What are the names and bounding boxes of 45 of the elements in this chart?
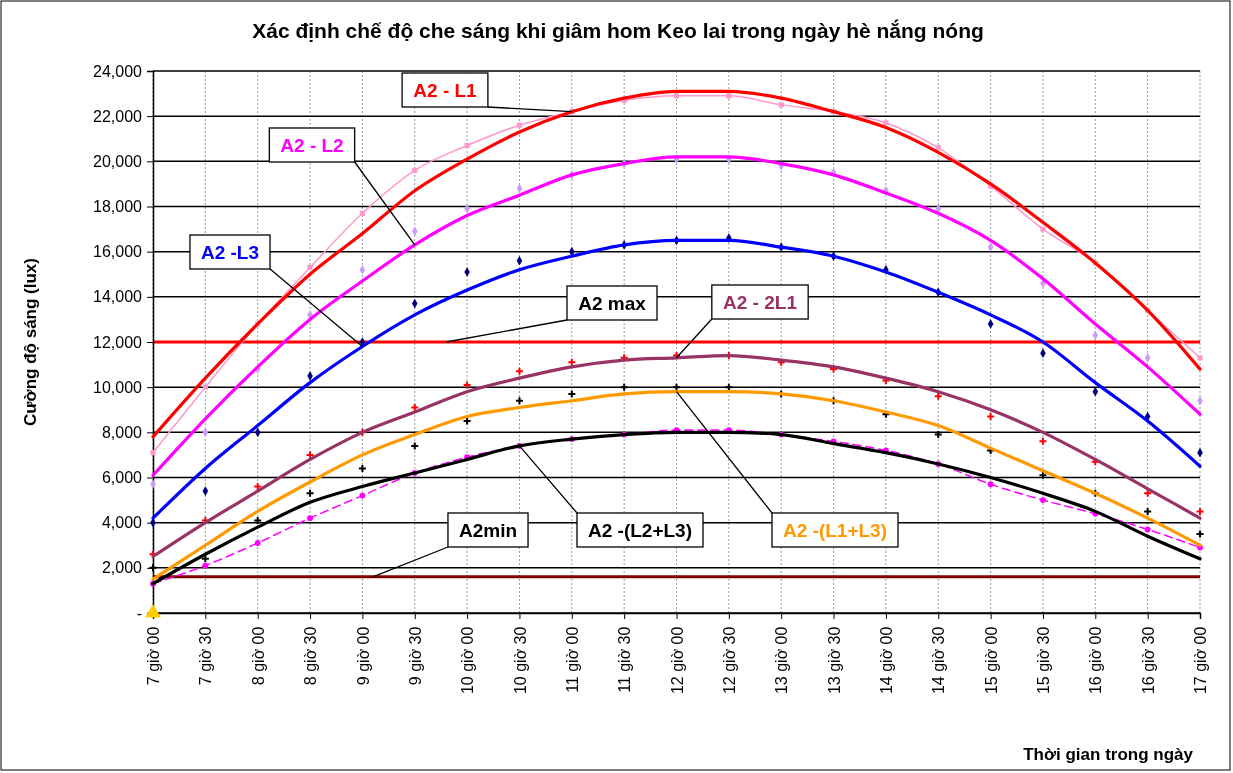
text: A2 -L3 xyxy=(200,241,260,263)
ref-line-label: A2min xyxy=(458,519,518,541)
text: A2 -(L1+L3) xyxy=(783,519,887,541)
chart-title: Xác định chế độ che sáng khi giâm hom Keo lai trong ngày hè nắng nóng xyxy=(252,19,984,42)
y-tick-label: 10,000 xyxy=(93,378,143,396)
x-tick-label: 11 giờ 30 xyxy=(616,626,634,693)
x-tick-label: 9 giờ 30 xyxy=(406,626,424,686)
x-tick-label: 11 giờ 00 xyxy=(563,626,581,693)
x-tick-label: 15 giờ 30 xyxy=(1035,626,1053,695)
x-tick-label: 13 giờ 00 xyxy=(773,626,791,695)
y-tick-label: 4,000 xyxy=(101,514,143,532)
x-tick-label: 10 giờ 00 xyxy=(459,626,477,695)
x-tick-label: 15 giờ 00 xyxy=(982,626,1000,695)
x-tick-label: 8 giờ 00 xyxy=(249,626,267,686)
x-tick-label: 12 giờ 00 xyxy=(668,626,686,695)
y-tick-label: 16,000 xyxy=(93,243,143,261)
x-tick-label: 7 giờ 30 xyxy=(197,626,215,686)
y-tick-label: 14,000 xyxy=(93,288,143,306)
text: A2 - 2L1 xyxy=(723,291,798,313)
y-tick-label: 18,000 xyxy=(93,198,143,216)
y-tick-label: 2,000 xyxy=(101,559,143,577)
ref-line-label: A2 max xyxy=(578,292,647,314)
y-tick-label: 24,000 xyxy=(93,62,143,80)
y-tick-label: - xyxy=(136,604,142,622)
y-tick-label: 22,000 xyxy=(93,107,143,125)
y-tick-label: 8,000 xyxy=(101,423,143,441)
y-axis-title: Cường độ sáng (lux) xyxy=(21,258,40,426)
x-tick-label: 9 giờ 00 xyxy=(354,626,372,686)
x-tick-label: 12 giờ 30 xyxy=(720,626,738,695)
x-tick-label: 16 giờ 30 xyxy=(1139,626,1157,695)
x-tick-label: 14 giờ 00 xyxy=(878,626,895,695)
text: A2 -(L2+L3) xyxy=(588,519,692,541)
y-tick-label: 12,000 xyxy=(93,333,143,351)
text: A2 - L2 xyxy=(280,134,344,156)
text: A2 - L1 xyxy=(413,79,478,101)
x-tick-label: 10 giờ 30 xyxy=(511,626,529,695)
y-tick-label: 6,000 xyxy=(101,469,143,487)
x-tick-label: 8 giờ 30 xyxy=(302,626,320,686)
x-tick-label: 7 giờ 00 xyxy=(145,626,163,686)
x-tick-label: 17 giờ 00 xyxy=(1192,626,1210,695)
y-tick-label: 20,000 xyxy=(93,152,143,170)
x-tick-label: 14 giờ 30 xyxy=(930,626,948,695)
x-axis-title: Thời gian trong ngày xyxy=(1023,745,1194,764)
x-tick-label: 13 giờ 30 xyxy=(825,626,843,695)
x-tick-label: 16 giờ 00 xyxy=(1087,626,1105,695)
